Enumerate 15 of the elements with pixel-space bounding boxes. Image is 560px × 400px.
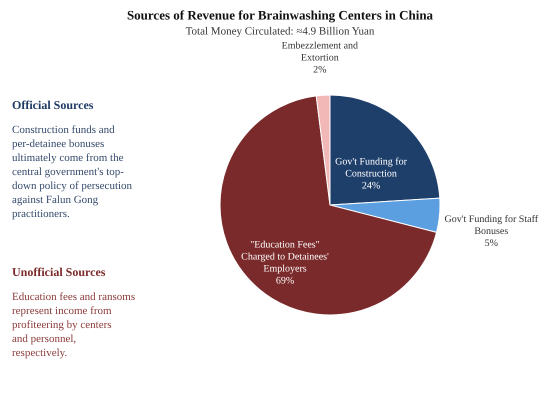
text: Education fees and ransoms represent income from profiteering by centers and personnel, respectively.	[12, 291, 136, 359]
text: Construction funds and per-detainee bonuses ultimately come from the central government's top-down policy of persecution against Falun Gong practitioners.	[12, 124, 133, 220]
slice-label: Embezzlement and Extortion	[282, 40, 358, 64]
chart-subtitle: Total Money Circulated: ≈4.9 Billion Yuan	[186, 25, 375, 38]
slice-label: "Education Fees" Charged to Detainees' Employers	[241, 240, 330, 275]
pie-slice	[220, 95, 438, 316]
text: Official Sources	[12, 98, 94, 112]
data-label: 5%	[484, 238, 498, 249]
slice-label: Gov't Funding for Construction	[335, 156, 408, 180]
chart-title: Sources of Revenue for Brainwashing Centers in China	[126, 7, 434, 22]
data-label: 2%	[313, 64, 326, 76]
slice-label: Gov't Funding for Staff Bonuses	[444, 214, 539, 237]
data-label: 24%	[362, 180, 380, 192]
data-label: 69%	[276, 276, 294, 287]
text: Unofficial Sources	[12, 265, 106, 279]
